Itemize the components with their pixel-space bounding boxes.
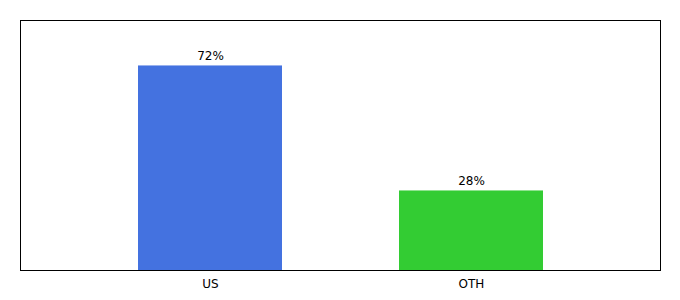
svg-text:US: US — [202, 277, 218, 291]
svg-text:OTH: OTH — [459, 277, 485, 291]
svg-text:28%: 28% — [458, 174, 485, 188]
svg-text:72%: 72% — [197, 49, 224, 63]
